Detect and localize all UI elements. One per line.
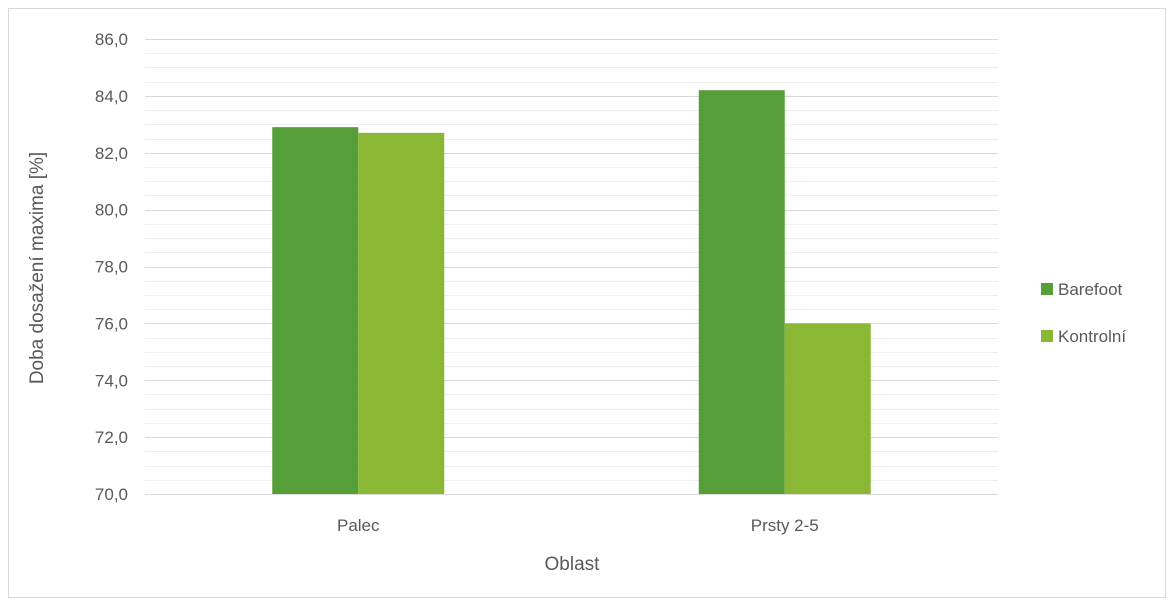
bar-kontrolní-1 — [784, 323, 871, 494]
y-axis-title: Doba dosažení maxima [%] — [27, 152, 48, 384]
y-axis-ticks: 70,0 72,0 74,0 76,0 78,0 80,0 82,0 84,0 86,0 — [95, 30, 128, 504]
y-tick-label: 82,0 — [95, 144, 128, 163]
y-tick-label: 72,0 — [95, 428, 128, 447]
legend-swatch — [1041, 330, 1053, 342]
x-tick-label: Prsty 2-5 — [751, 516, 819, 535]
y-tick-label: 70,0 — [95, 485, 128, 504]
y-tick-label: 78,0 — [95, 258, 128, 277]
bar-barefoot-1 — [698, 90, 785, 494]
legend-label: Kontrolní — [1058, 327, 1126, 346]
y-tick-label: 86,0 — [95, 30, 128, 49]
x-axis-title: Oblast — [545, 554, 601, 575]
bar-barefoot-0 — [272, 127, 359, 494]
bar-kontrolní-0 — [358, 132, 445, 494]
legend: Barefoot Kontrolní — [1041, 280, 1126, 346]
legend-label: Barefoot — [1058, 280, 1123, 299]
y-tick-label: 74,0 — [95, 371, 128, 390]
chart-frame — [8, 8, 1166, 598]
x-axis-ticks: Palec Prsty 2-5 — [337, 516, 819, 535]
y-tick-label: 76,0 — [95, 314, 128, 333]
bars — [272, 90, 871, 494]
legend-swatch — [1041, 283, 1053, 295]
y-tick-label: 84,0 — [95, 87, 128, 106]
x-tick-label: Palec — [337, 516, 380, 535]
y-tick-label: 80,0 — [95, 201, 128, 220]
